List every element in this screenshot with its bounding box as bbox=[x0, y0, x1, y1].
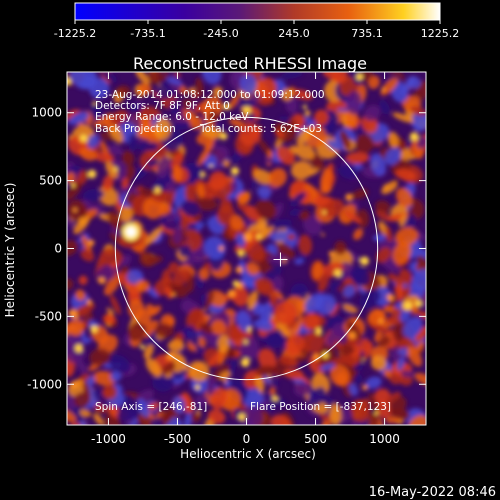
flare-position-text: Flare Position = [-837,123] bbox=[250, 401, 391, 413]
annotation-detectors: Detectors: 7F 8F 9F, Att 0 bbox=[95, 100, 230, 112]
y-tick-label: 1000 bbox=[31, 106, 62, 120]
x-tick-label: 500 bbox=[304, 432, 327, 446]
x-axis-label: Heliocentric X (arcsec) bbox=[180, 447, 316, 461]
y-axis: -1000 -500 0 500 1000 bbox=[27, 106, 426, 391]
solar-limb-circle bbox=[114, 116, 379, 381]
timestamp: 16-May-2022 08:46 bbox=[369, 485, 496, 500]
y-tick-label: 500 bbox=[39, 174, 62, 188]
x-tick-label: 0 bbox=[243, 432, 251, 446]
y-axis-label: Heliocentric Y (arcsec) bbox=[3, 183, 17, 318]
annotation-energy: Energy Range: 6.0 - 12.0 keV bbox=[95, 111, 249, 123]
plot-area bbox=[66, 71, 427, 426]
annotation-time: 23-Aug-2014 01:08:12.000 to 01:09:12.000 bbox=[95, 89, 325, 101]
colorbar-tick-label: 245.0 bbox=[278, 27, 310, 40]
colorbar-tick-label: 1225.2 bbox=[421, 27, 460, 40]
chart-title: Reconstructed RHESSI Image bbox=[133, 54, 367, 73]
x-tick-label: -1000 bbox=[91, 432, 126, 446]
annotation-counts: Total counts: 5.62E+03 bbox=[199, 123, 322, 135]
x-axis: -1000 -500 0 500 1000 bbox=[91, 72, 400, 446]
annotation-method: Back Projection bbox=[95, 123, 176, 135]
image-pixels bbox=[67, 72, 426, 425]
y-tick-label: -500 bbox=[35, 309, 62, 323]
x-tick-label: -500 bbox=[164, 432, 191, 446]
x-tick-label: 1000 bbox=[369, 432, 400, 446]
colorbar-tick-label: -735.1 bbox=[130, 27, 165, 40]
spin-axis-text: Spin Axis = [246,-81] bbox=[95, 401, 207, 413]
y-tick-label: -1000 bbox=[27, 377, 62, 391]
colorbar bbox=[74, 2, 441, 21]
colorbar-tick-label: -1225.2 bbox=[54, 27, 96, 40]
colorbar-tick-label: 735.1 bbox=[351, 27, 383, 40]
y-tick-label: 0 bbox=[54, 242, 62, 256]
colorbar-ticks: -1225.2 -735.1 -245.0 245.0 735.1 1225.2 bbox=[54, 20, 459, 40]
colorbar-tick-label: -245.0 bbox=[203, 27, 238, 40]
annotations: 23-Aug-2014 01:08:12.000 to 01:09:12.000… bbox=[95, 89, 391, 413]
spin-axis-marker bbox=[273, 252, 288, 267]
